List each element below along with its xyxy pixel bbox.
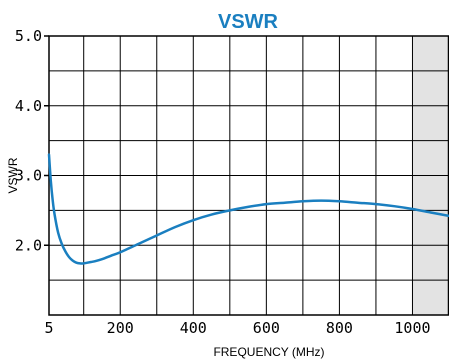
y-tick-label: 5.0 xyxy=(15,27,42,45)
x-tick-label: 600 xyxy=(253,319,280,337)
y-tick-label: 3.0 xyxy=(15,167,42,185)
x-tick-label: 200 xyxy=(107,319,134,337)
y-tick-label: 2.0 xyxy=(15,236,42,254)
y-tick-label: 4.0 xyxy=(15,97,42,115)
x-tick-label: 1000 xyxy=(394,319,430,337)
x-tick-label: 5 xyxy=(44,319,53,337)
chart-title: VSWR xyxy=(218,11,279,33)
x-tick-label: 400 xyxy=(180,319,207,337)
plot-area xyxy=(44,35,449,316)
x-axis-label: FREQUENCY (MHz) xyxy=(213,345,324,359)
series-line xyxy=(47,153,449,265)
y-axis-label: VSWR xyxy=(6,157,20,193)
x-tick-label: 800 xyxy=(326,319,353,337)
